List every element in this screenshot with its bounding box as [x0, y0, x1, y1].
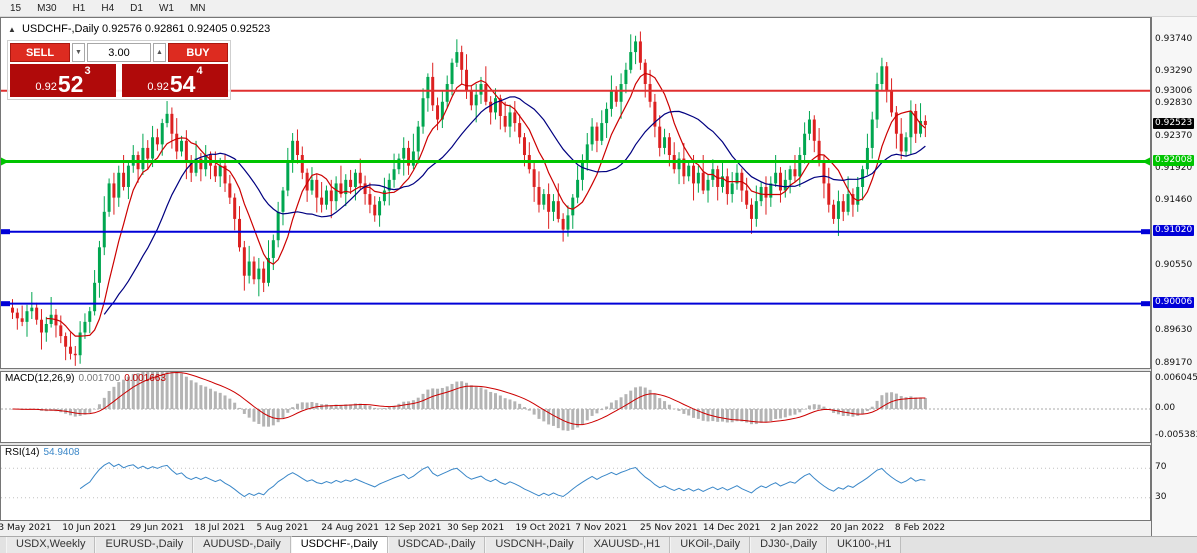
- price-line-badge: 0.91020: [1153, 224, 1195, 236]
- buy-price-prefix: 0.92: [147, 81, 169, 93]
- rsi-value: 54.9408: [43, 447, 80, 458]
- macd-indicator-chart[interactable]: [1, 372, 1150, 442]
- x-axis-label: 29 Jun 2021: [129, 523, 184, 533]
- price-line-label: 0.93006: [1155, 85, 1193, 96]
- sell-price-quote[interactable]: 0.92 52 3: [10, 64, 116, 97]
- sell-button[interactable]: SELL: [10, 43, 70, 62]
- chart-tabs-bar: USDX,Weekly EURUSD-,Daily AUDUSD-,Daily USD…: [0, 536, 1197, 553]
- y-axis-label: 0.90550: [1155, 260, 1193, 271]
- macd-axis-min: -0.005383: [1155, 430, 1197, 440]
- x-axis-label: 25 Nov 2021: [640, 523, 698, 533]
- panel-splitter[interactable]: [0, 443, 1197, 445]
- chart-tab-dj30-daily[interactable]: DJ30-,Daily: [750, 537, 827, 553]
- rsi-indicator-panel: RSI(14) 54.9408: [0, 445, 1151, 521]
- timeframe-toolbar: 15 M30 H1 H4 D1 W1 MN: [0, 0, 1197, 17]
- x-axis-label: 24 Aug 2021: [321, 523, 379, 533]
- y-axis-label: 0.91920: [1155, 162, 1193, 173]
- y-axis-label: 0.93740: [1155, 33, 1193, 44]
- chart-tab-usdcad-daily[interactable]: USDCAD-,Daily: [387, 537, 486, 553]
- chart-tab-ukoil-daily[interactable]: UKOil-,Daily: [670, 537, 751, 553]
- x-axis-label: 14 Dec 2021: [702, 523, 761, 533]
- rsi-name: RSI(14): [5, 447, 40, 458]
- macd-signal-value: 0.001663: [124, 373, 166, 384]
- y-axis-label: 0.91460: [1155, 195, 1193, 206]
- rsi-label: RSI(14) 54.9408: [5, 447, 80, 458]
- x-axis-label: 5 Aug 2021: [256, 523, 309, 533]
- symbol-period-label: USDCHF-,Daily: [21, 23, 99, 35]
- x-axis-label: 18 Jul 2021: [194, 523, 246, 533]
- chart-tab-usdx-weekly[interactable]: USDX,Weekly: [6, 537, 96, 553]
- chart-tab-usdcnh-daily[interactable]: USDCNH-,Daily: [485, 537, 584, 553]
- macd-label: MACD(12,26,9) 0.001700 0.001663: [5, 373, 166, 384]
- lot-decrease-button[interactable]: ▼: [72, 43, 85, 62]
- price-line-badge: 0.90006: [1153, 296, 1195, 308]
- y-axis-label: 0.89630: [1155, 325, 1193, 336]
- x-axis-label: 2 Jan 2022: [770, 523, 819, 533]
- chart-title: ▲ USDCHF-,Daily 0.92576 0.92861 0.92405 …: [8, 23, 270, 35]
- lot-size-input[interactable]: [87, 43, 151, 62]
- rsi-indicator-chart[interactable]: [1, 446, 1150, 520]
- price-line-badge: 0.92008: [1153, 154, 1195, 166]
- macd-axis-zero: 0.00: [1155, 403, 1176, 414]
- macd-indicator-panel: MACD(12,26,9) 0.001700 0.001663: [0, 371, 1151, 443]
- chart-tab-xauusd-h1[interactable]: XAUUSD-,H1: [583, 537, 671, 553]
- lot-increase-button[interactable]: ▲: [153, 43, 166, 62]
- candlestick-chart[interactable]: [1, 18, 1150, 368]
- x-axis-label: 8 Feb 2022: [894, 523, 946, 533]
- period-button-h4[interactable]: H4: [93, 1, 122, 16]
- x-axis-label: 23 May 2021: [0, 523, 52, 533]
- buy-button[interactable]: BUY: [168, 43, 228, 62]
- rsi-level-label: 30: [1155, 491, 1167, 502]
- sell-price-pip: 3: [84, 65, 91, 77]
- x-axis-label: 10 Jun 2021: [62, 523, 117, 533]
- current-price-badge: 0.92523: [1153, 117, 1195, 129]
- buy-price-quote[interactable]: 0.92 54 4: [122, 64, 228, 97]
- y-axis-label: 0.92830: [1155, 98, 1193, 109]
- buy-price-big: 54: [169, 71, 196, 97]
- period-button-15[interactable]: 15: [2, 1, 29, 16]
- chart-tab-eurusd-daily[interactable]: EURUSD-,Daily: [95, 537, 194, 553]
- price-axis: 0.93740 0.93290 0.92830 0.92370 0.91920 0.914…: [1151, 17, 1197, 536]
- period-button-h1[interactable]: H1: [65, 1, 94, 16]
- x-axis-label: 7 Nov 2021: [575, 523, 628, 533]
- chart-tab-usdchf-daily[interactable]: USDCHF-,Daily: [290, 536, 388, 553]
- ohlc-values: 0.92576 0.92861 0.92405 0.92523: [102, 23, 271, 35]
- period-button-m30[interactable]: M30: [29, 1, 64, 16]
- price-chart-panel: ▲ USDCHF-,Daily 0.92576 0.92861 0.92405 …: [0, 17, 1151, 369]
- rsi-level-label: 70: [1155, 462, 1167, 473]
- time-axis: 23 May 2021 10 Jun 2021 29 Jun 2021 18 Jul …: [0, 521, 1151, 536]
- chart-tab-uk100-h1[interactable]: UK100-,H1: [826, 537, 902, 553]
- chart-tab-audusd-daily[interactable]: AUDUSD-,Daily: [193, 537, 291, 553]
- sell-price-big: 52: [57, 71, 84, 97]
- x-axis-label: 20 Jan 2022: [830, 523, 885, 533]
- buy-price-pip: 4: [196, 65, 203, 77]
- sell-price-prefix: 0.92: [35, 81, 57, 93]
- y-axis-label: 0.92370: [1155, 130, 1193, 141]
- period-button-d1[interactable]: D1: [122, 1, 151, 16]
- x-axis-label: 30 Sep 2021: [447, 523, 505, 533]
- y-axis-label: 0.89170: [1155, 358, 1193, 369]
- period-button-mn[interactable]: MN: [182, 1, 214, 16]
- x-axis-label: 12 Sep 2021: [384, 523, 442, 533]
- panel-splitter[interactable]: [0, 369, 1197, 371]
- macd-axis-max: 0.006045: [1155, 373, 1197, 383]
- period-button-w1[interactable]: W1: [151, 1, 182, 16]
- one-click-collapse-icon[interactable]: ▲: [8, 25, 16, 34]
- x-axis-label: 19 Oct 2021: [515, 523, 572, 533]
- macd-name: MACD(12,26,9): [5, 373, 75, 384]
- macd-main-value: 0.001700: [78, 373, 121, 384]
- y-axis-label: 0.93290: [1155, 65, 1193, 76]
